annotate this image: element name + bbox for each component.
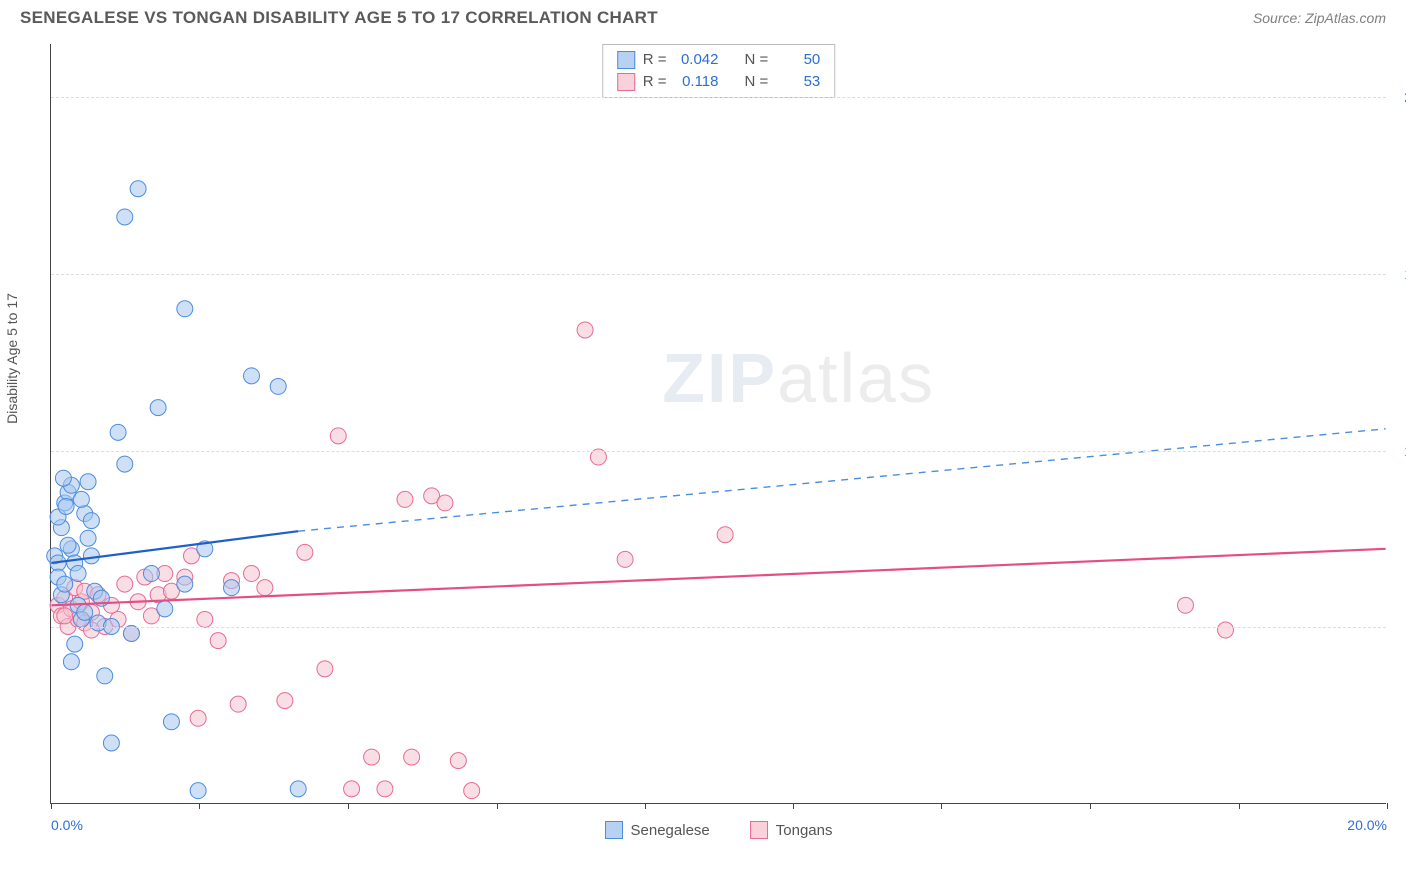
chart-title: SENEGALESE VS TONGAN DISABILITY AGE 5 TO…: [20, 8, 658, 28]
x-tick-label: 0.0%: [51, 817, 83, 833]
gridline-h: [51, 274, 1386, 275]
chart-container: Disability Age 5 to 17 ZIPatlas R = 0.04…: [50, 32, 1386, 852]
y-tick-label: 10.0%: [1392, 443, 1406, 459]
x-tick: [1090, 803, 1091, 809]
x-tick: [941, 803, 942, 809]
x-tick: [348, 803, 349, 809]
gridline-h: [51, 451, 1386, 452]
legend-swatch-tongans-icon: [750, 821, 768, 839]
x-tick: [645, 803, 646, 809]
x-tick-label: 20.0%: [1347, 817, 1387, 833]
bottom-legend: Senegalese Tongans: [605, 821, 833, 839]
x-tick: [1239, 803, 1240, 809]
gridline-h: [51, 97, 1386, 98]
x-tick: [497, 803, 498, 809]
x-tick: [793, 803, 794, 809]
scatter-svg: [51, 44, 1386, 803]
x-tick: [1387, 803, 1388, 809]
legend-item-tongans: Tongans: [750, 821, 833, 839]
source-credit: Source: ZipAtlas.com: [1253, 10, 1386, 26]
y-tick-label: 15.0%: [1392, 266, 1406, 282]
y-axis-title: Disability Age 5 to 17: [4, 293, 20, 424]
plot-area: ZIPatlas R = 0.042 N = 50 R = 0.118 N = …: [50, 44, 1386, 804]
y-tick-label: 20.0%: [1392, 89, 1406, 105]
legend-swatch-senegalese-icon: [605, 821, 623, 839]
legend-label-senegalese: Senegalese: [631, 822, 710, 839]
y-tick-label: 5.0%: [1392, 619, 1406, 635]
x-tick: [51, 803, 52, 809]
legend-item-senegalese: Senegalese: [605, 821, 710, 839]
gridline-h: [51, 627, 1386, 628]
x-tick: [199, 803, 200, 809]
legend-label-tongans: Tongans: [776, 822, 833, 839]
